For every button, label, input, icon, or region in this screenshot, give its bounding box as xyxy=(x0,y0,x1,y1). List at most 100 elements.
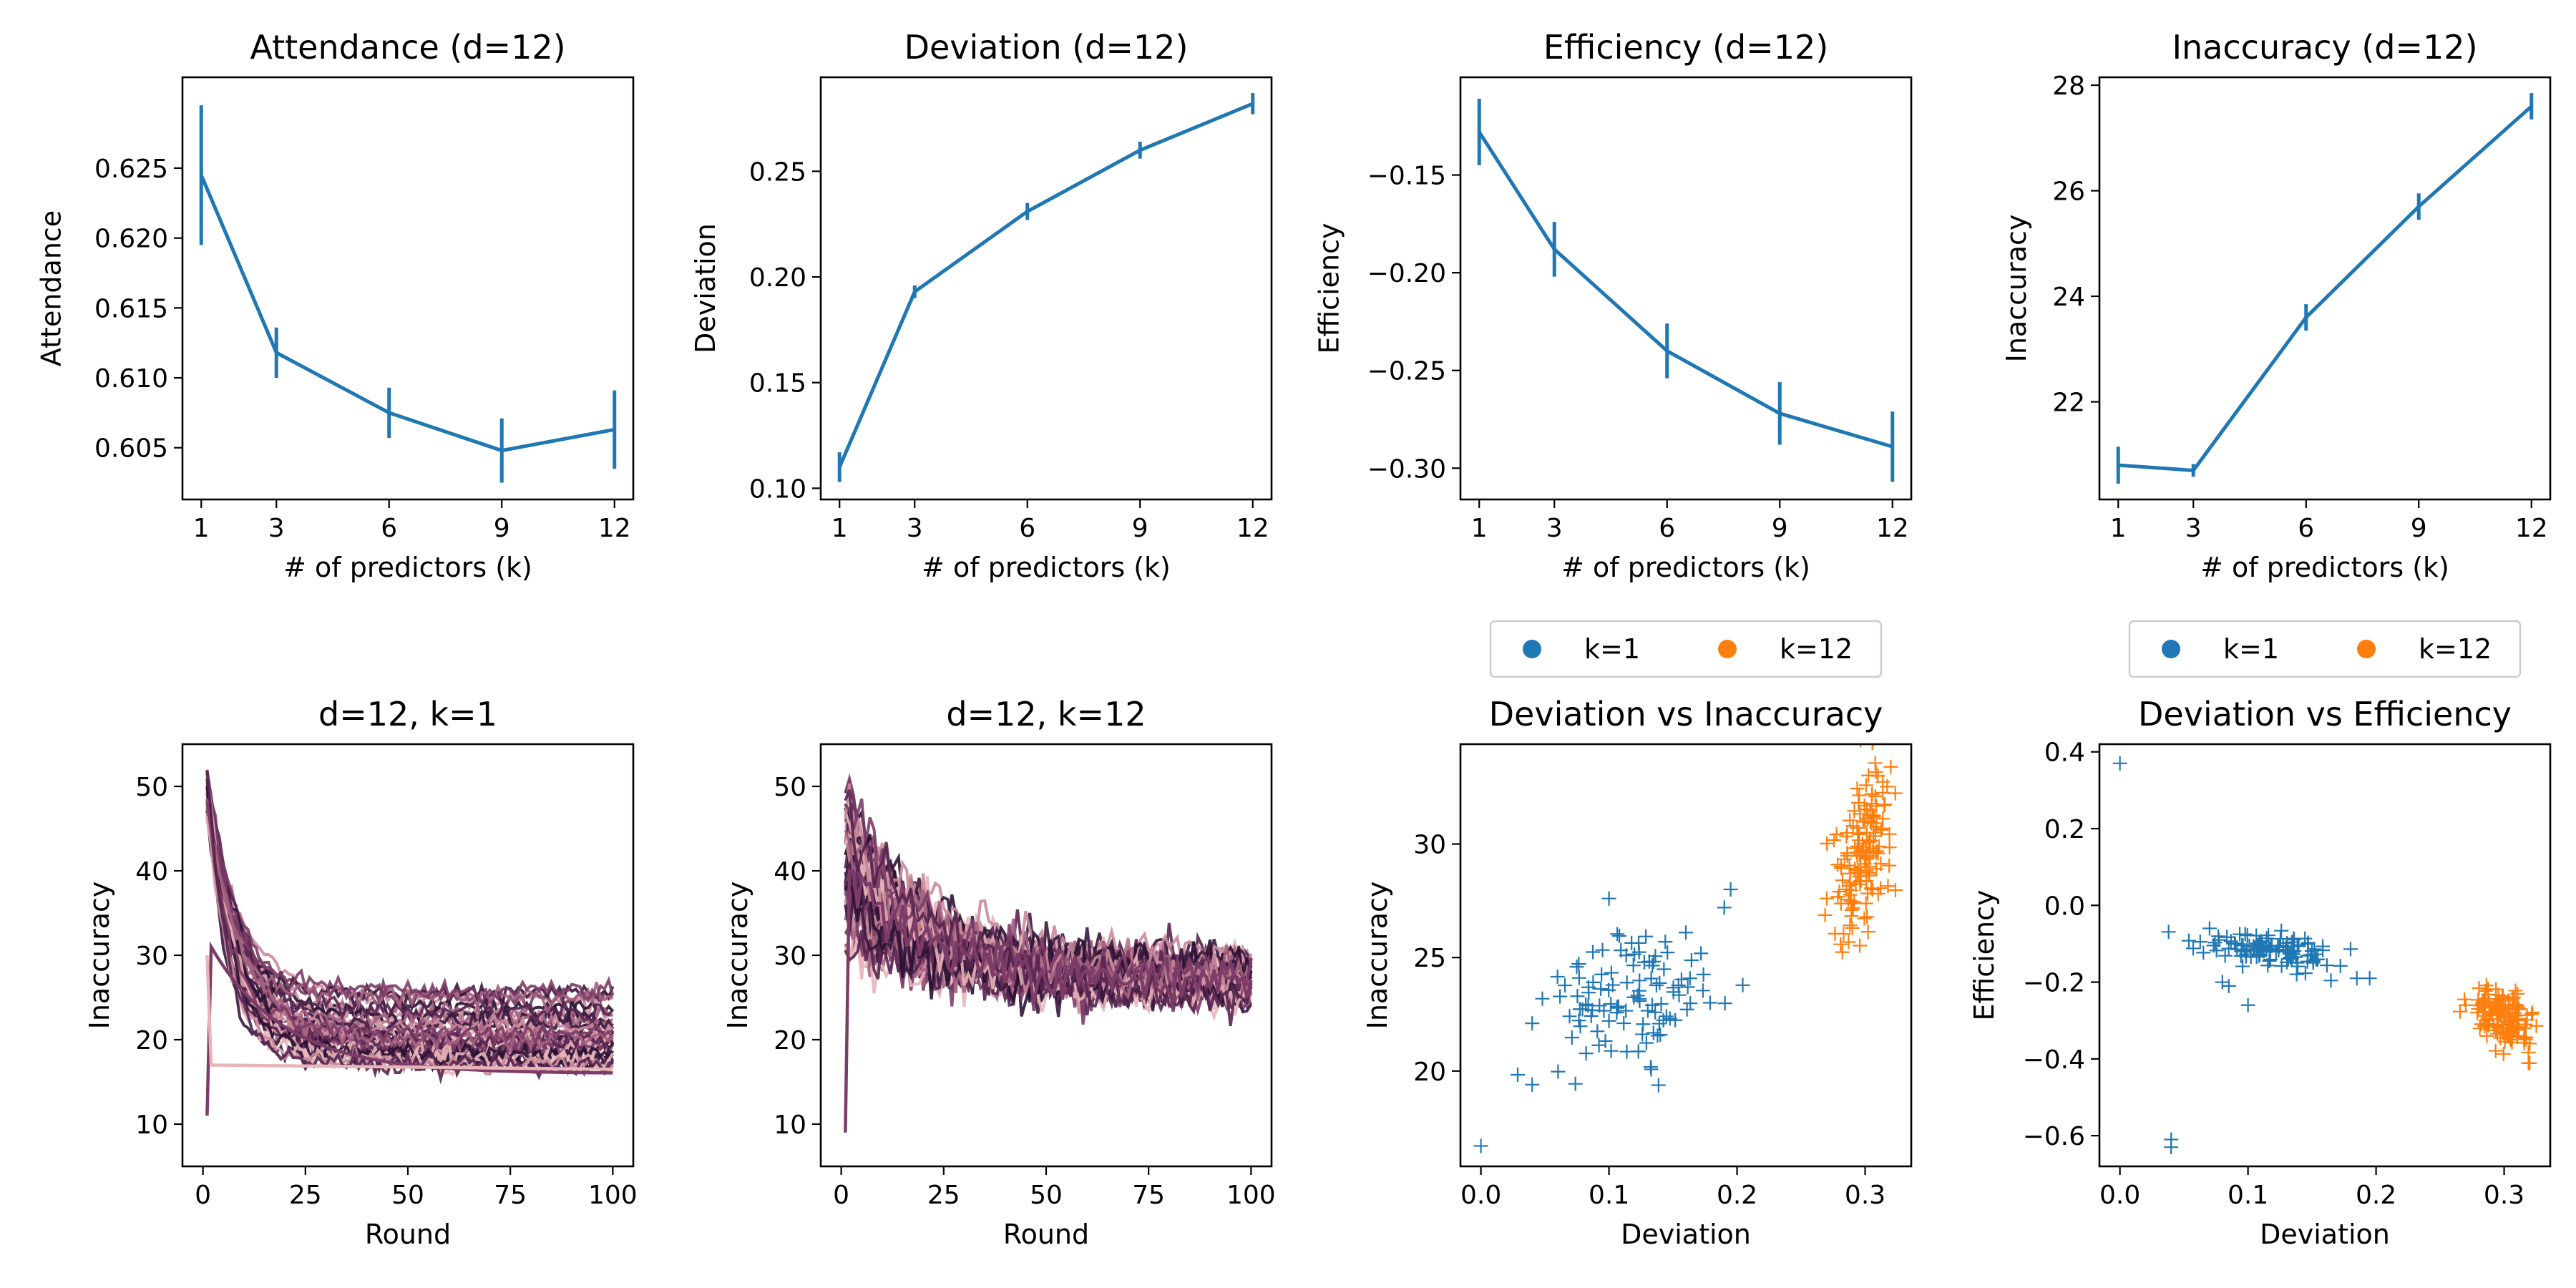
y-axis-label: Inaccuracy xyxy=(722,882,753,1030)
scatter-point xyxy=(2508,983,2523,998)
scatter-point xyxy=(1674,972,1689,987)
panel-2: 1 3 6 9 12 0.10 0.15 0.20 0.25 Deviation (d=12) # … xyxy=(690,28,1273,583)
scatter-point xyxy=(1829,826,1844,841)
scatter-point xyxy=(1586,975,1601,990)
outlier-trajectory xyxy=(844,869,1253,1133)
x-axis-label: # of predictors (k) xyxy=(922,552,1171,583)
scatter-point xyxy=(1652,1016,1667,1031)
plot-area xyxy=(1477,99,1895,482)
scatter-point xyxy=(2181,933,2196,948)
scatter-point xyxy=(2496,1046,2511,1061)
y-axis-label: Attendance xyxy=(36,210,67,366)
scatter-point xyxy=(1604,1043,1619,1058)
scatter-point xyxy=(1601,1013,1616,1028)
chart-title: d=12, k=12 xyxy=(946,695,1146,733)
scatter-point xyxy=(1639,1035,1654,1050)
scatter-point xyxy=(1856,843,1871,858)
scatter-point xyxy=(1696,967,1711,982)
scatter-point xyxy=(1601,891,1616,906)
scatter-point xyxy=(2207,935,2223,950)
scatter-point xyxy=(1639,929,1654,944)
scatter-point xyxy=(1650,1028,1665,1043)
y-tick-label: 50 xyxy=(774,773,806,802)
scatter-point xyxy=(1605,977,1620,992)
trajectory-line xyxy=(205,801,613,1048)
scatter-point xyxy=(1632,973,1647,988)
scatter-point xyxy=(2323,973,2338,988)
scatter-point xyxy=(2362,971,2377,986)
scatter-point xyxy=(2263,952,2278,967)
scatter-point xyxy=(2192,935,2207,950)
scatter-point xyxy=(1880,779,1895,794)
scatter-point xyxy=(1723,882,1738,897)
scatter-point xyxy=(1845,901,1860,916)
scatter-point xyxy=(2305,947,2320,962)
scatter-point xyxy=(2238,949,2253,964)
axes-frame xyxy=(181,76,635,501)
scatter-point xyxy=(1865,882,1880,897)
scatter-point xyxy=(2470,1005,2484,1020)
scatter-point xyxy=(1850,781,1865,796)
x-tick-label: 0.2 xyxy=(1717,1181,1757,1210)
scatter-point xyxy=(1858,896,1873,911)
scatter-point xyxy=(1636,1017,1651,1032)
y-tick-label: 0.25 xyxy=(749,157,806,187)
scatter-point xyxy=(1845,819,1860,834)
y-tick-label: 40 xyxy=(135,857,168,887)
x-tick-label: 1 xyxy=(831,514,848,543)
scatter-point xyxy=(1820,836,1835,851)
y-axis-label: Inaccuracy xyxy=(84,882,115,1030)
scatter-point xyxy=(2211,929,2226,944)
scatter-point xyxy=(1594,967,1609,982)
scatter-point xyxy=(2529,1018,2544,1033)
scatter-point xyxy=(1818,907,1833,922)
scatter-point xyxy=(1612,929,1627,944)
y-tick-label: 0.615 xyxy=(94,294,168,323)
scatter-point xyxy=(1619,948,1634,963)
scatter-point xyxy=(1694,946,1709,961)
scatter-point xyxy=(2230,942,2245,957)
scatter-point xyxy=(1653,1028,1668,1043)
plot-area xyxy=(837,93,1255,482)
scatter-point xyxy=(1682,971,1697,986)
x-tick-label: 25 xyxy=(927,1181,960,1210)
x-axis-label: Round xyxy=(1003,1219,1089,1250)
trajectory-line xyxy=(205,799,615,1055)
scatter-point xyxy=(1860,811,1875,826)
y-axis-label: Efficiency xyxy=(1314,223,1345,353)
scatter-point xyxy=(1551,1064,1566,1079)
legend-box xyxy=(1489,620,1883,678)
scatter-point xyxy=(2343,942,2358,957)
scatter-point xyxy=(2298,966,2313,981)
panel-1: 1 3 6 9 12 0.605 0.610 0.615 0.620 0.625 Attendanc… xyxy=(36,28,635,583)
chart-title: d=12, k=1 xyxy=(318,695,497,733)
y-tick-label: −0.30 xyxy=(1367,454,1446,484)
y-tick-label: 0.620 xyxy=(94,225,168,254)
scatter-point xyxy=(1871,744,1873,751)
scatter-point xyxy=(1473,1138,1488,1153)
scatter-point xyxy=(1735,977,1750,992)
x-axis-label: Round xyxy=(365,1219,451,1250)
scatter-point xyxy=(1853,938,1868,953)
scatter-point xyxy=(2218,948,2233,963)
scatter-point xyxy=(1581,998,1596,1013)
scatter-point xyxy=(2502,1015,2517,1030)
scatter-point xyxy=(1819,891,1834,906)
x-tick-label: 0.3 xyxy=(2484,1181,2524,1210)
legend-marker xyxy=(1718,640,1737,658)
y-tick-label: −0.4 xyxy=(2023,1045,2085,1075)
x-tick-label: 6 xyxy=(2298,514,2314,543)
scatter-point xyxy=(1595,942,1610,957)
y-tick-label: 20 xyxy=(1413,1058,1446,1087)
scatter-point xyxy=(1843,918,1858,933)
scatter-point xyxy=(1853,873,1868,888)
x-tick-label: 6 xyxy=(1659,514,1675,543)
scatter-point xyxy=(2506,990,2521,1005)
y-tick-label: 25 xyxy=(1413,944,1446,973)
scatter-point xyxy=(2517,1035,2532,1050)
scatter-point xyxy=(1835,873,1850,888)
scatter-point xyxy=(1584,1008,1599,1023)
y-tick-label: 0.2 xyxy=(2044,815,2085,844)
y-tick-label: 0.4 xyxy=(2044,738,2085,768)
scatter-point xyxy=(2260,958,2275,973)
